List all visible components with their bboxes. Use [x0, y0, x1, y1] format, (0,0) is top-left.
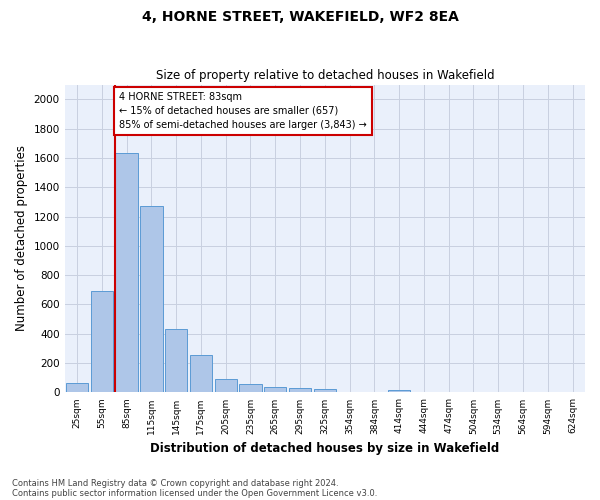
X-axis label: Distribution of detached houses by size in Wakefield: Distribution of detached houses by size …	[150, 442, 499, 455]
Bar	[115, 154, 138, 392]
Bar	[91, 290, 113, 392]
Bar	[314, 390, 336, 392]
Y-axis label: Number of detached properties: Number of detached properties	[15, 146, 28, 332]
Bar	[264, 386, 286, 392]
Bar	[388, 390, 410, 392]
Bar	[289, 388, 311, 392]
Bar	[165, 328, 187, 392]
Bar	[215, 379, 237, 392]
Text: Contains HM Land Registry data © Crown copyright and database right 2024.: Contains HM Land Registry data © Crown c…	[12, 478, 338, 488]
Bar	[190, 355, 212, 393]
Bar	[66, 383, 88, 392]
Text: 4 HORNE STREET: 83sqm
← 15% of detached houses are smaller (657)
85% of semi-det: 4 HORNE STREET: 83sqm ← 15% of detached …	[119, 92, 367, 130]
Bar	[140, 206, 163, 392]
Text: Contains public sector information licensed under the Open Government Licence v3: Contains public sector information licen…	[12, 488, 377, 498]
Title: Size of property relative to detached houses in Wakefield: Size of property relative to detached ho…	[155, 69, 494, 82]
Text: 4, HORNE STREET, WAKEFIELD, WF2 8EA: 4, HORNE STREET, WAKEFIELD, WF2 8EA	[142, 10, 458, 24]
Bar	[239, 384, 262, 392]
